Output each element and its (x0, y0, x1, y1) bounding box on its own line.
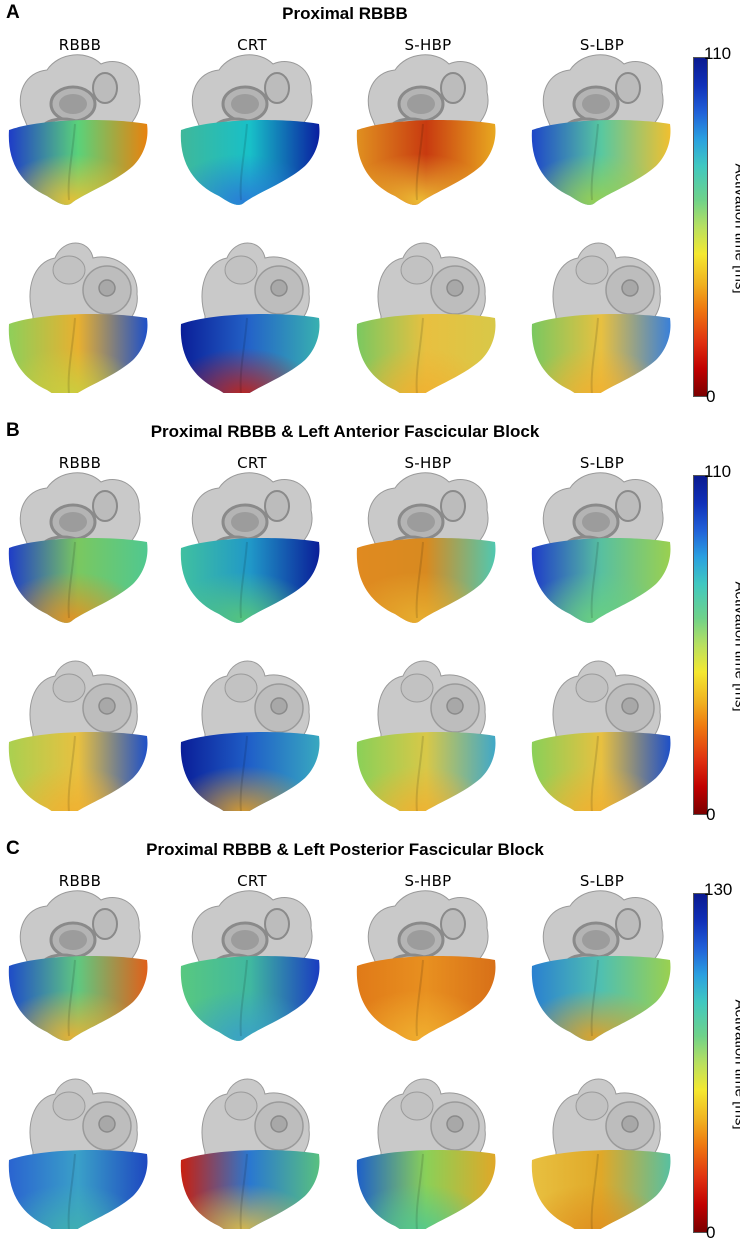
colorbar-max: 110 (704, 462, 732, 481)
column-label-s-lbp: S-LBP (579, 36, 625, 54)
heart-posterior-rbbb (3, 646, 153, 811)
heart-anterior-crt (175, 46, 325, 211)
heart-posterior-rbbb (3, 1064, 153, 1229)
colorbar-min: 0 (706, 1223, 716, 1242)
heart-anterior-crt (175, 464, 325, 629)
heart-anterior-crt (175, 882, 325, 1047)
heart-posterior-s-lbp (526, 646, 676, 811)
column-label-rbbb: RBBB (58, 36, 102, 54)
panel-c: C Proximal RBBB & Left Posterior Fascicu… (0, 836, 740, 1258)
column-label-s-lbp: S-LBP (579, 454, 625, 472)
colorbar-label: Activation time [ms] (731, 163, 740, 294)
colorbar-label: Activation time [ms] (731, 581, 740, 712)
panel-title: Proximal RBBB & Left Anterior Fascicular… (150, 422, 540, 441)
column-label-crt: CRT (237, 872, 267, 890)
heart-anterior-s-lbp (526, 882, 676, 1047)
panel-letter: A (6, 2, 20, 23)
heart-anterior-rbbb (3, 882, 153, 1047)
colorbar-max: 110 (704, 44, 732, 63)
panel-title: Proximal RBBB & Left Posterior Fascicula… (146, 840, 544, 859)
colorbar (693, 57, 708, 397)
panel-letter: B (6, 420, 20, 441)
column-label-crt: CRT (237, 454, 267, 472)
heart-posterior-s-hbp (351, 1064, 501, 1229)
column-label-s-hbp: S-HBP (404, 36, 452, 54)
column-label-rbbb: RBBB (58, 454, 102, 472)
colorbar-min: 0 (706, 805, 716, 824)
heart-anterior-s-hbp (351, 464, 501, 629)
heart-posterior-s-lbp (526, 228, 676, 393)
column-label-crt: CRT (237, 36, 267, 54)
column-label-s-hbp: S-HBP (404, 872, 452, 890)
colorbar-max: 130 (704, 880, 733, 899)
heart-anterior-rbbb (3, 464, 153, 629)
heart-posterior-s-hbp (351, 646, 501, 811)
column-label-rbbb: RBBB (58, 872, 102, 890)
colorbar (693, 893, 708, 1233)
colorbar (693, 475, 708, 815)
heart-posterior-s-lbp (526, 1064, 676, 1229)
heart-posterior-s-hbp (351, 228, 501, 393)
panel-a: A Proximal RBBB RBBB CRT S-HBP S-LBP 110… (0, 0, 740, 418)
heart-posterior-crt (175, 1064, 325, 1229)
heart-anterior-s-hbp (351, 46, 501, 211)
colorbar-min: 0 (706, 387, 716, 406)
panel-title: Proximal RBBB (282, 4, 408, 23)
column-label-s-hbp: S-HBP (404, 454, 452, 472)
panel-letter: C (6, 838, 20, 859)
column-label-s-lbp: S-LBP (579, 872, 625, 890)
heart-anterior-s-hbp (351, 882, 501, 1047)
heart-posterior-crt (175, 228, 325, 393)
heart-anterior-rbbb (3, 46, 153, 211)
heart-anterior-s-lbp (526, 46, 676, 211)
heart-posterior-rbbb (3, 228, 153, 393)
colorbar-label: Activation time [ms] (731, 999, 740, 1130)
panel-b: B Proximal RBBB & Left Anterior Fascicul… (0, 418, 740, 836)
heart-posterior-crt (175, 646, 325, 811)
heart-anterior-s-lbp (526, 464, 676, 629)
